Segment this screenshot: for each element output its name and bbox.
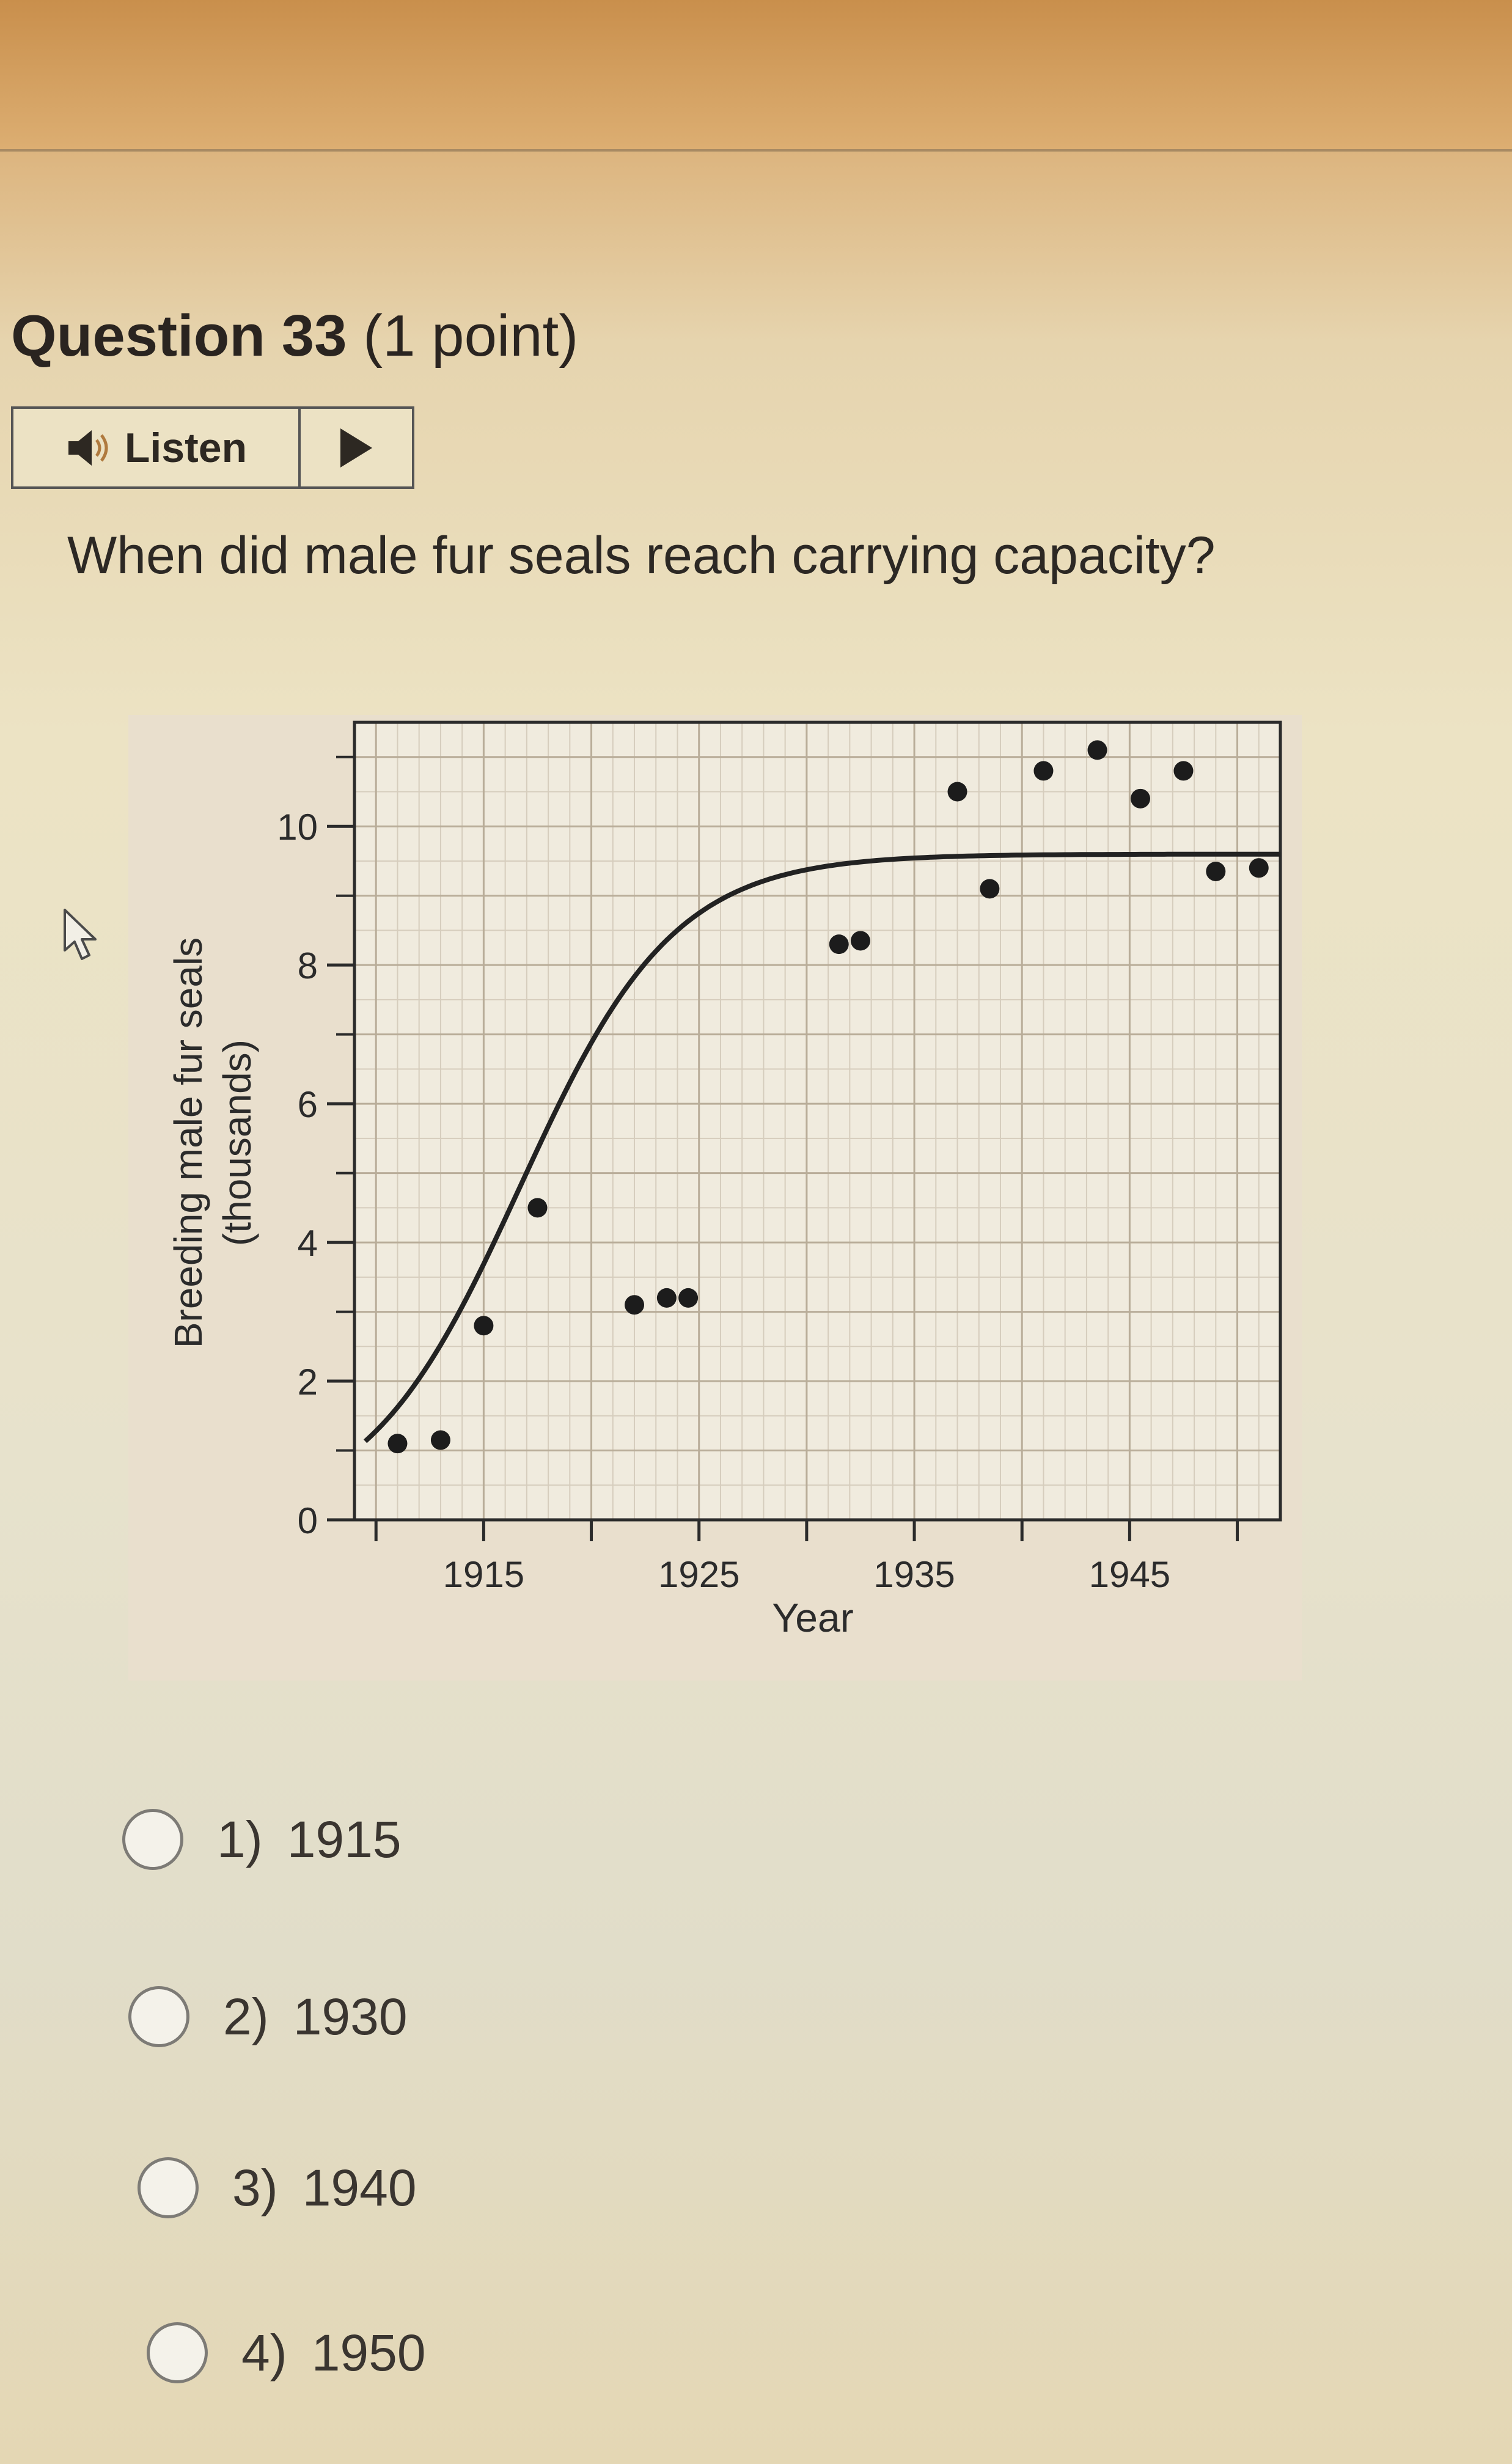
- logistic-curve: [363, 851, 1280, 1443]
- data-point: [829, 934, 849, 955]
- y-tick-label: 2: [298, 1362, 318, 1402]
- x-tick-label: 1935: [873, 1554, 955, 1595]
- speaker-icon: [68, 430, 108, 466]
- x-tick-label: 1925: [658, 1554, 739, 1595]
- choice-label-3: 1940: [302, 2158, 417, 2216]
- data-point: [656, 1288, 677, 1308]
- data-point: [625, 1295, 645, 1315]
- radio-button-4[interactable]: [147, 2322, 208, 2383]
- y-tick-label: 10: [277, 807, 318, 848]
- scatter-chart: 0 2 4 6 8 10 1915 1925 1935 1945 Breeding male f…: [128, 715, 1302, 1681]
- answer-choice-1[interactable]: 1) 1915: [122, 1809, 402, 1870]
- x-tick-label: 1915: [443, 1554, 524, 1595]
- plot-frame: [353, 721, 1282, 1522]
- data-point: [474, 1316, 494, 1336]
- data-point: [1130, 788, 1150, 809]
- y-axis: 0 2 4 6 8 10: [277, 755, 354, 1541]
- major-grid: [354, 722, 1280, 1520]
- data-points: [387, 740, 1269, 1454]
- y-axis-label-line1: Breeding male fur seals: [166, 937, 210, 1348]
- play-icon: [340, 428, 372, 468]
- choice-label-2: 1930: [293, 1987, 408, 2045]
- choice-number-4: 4): [241, 2323, 287, 2382]
- choice-label-4: 1950: [311, 2323, 426, 2382]
- x-axis-label: Year: [772, 1595, 853, 1640]
- x-axis: 1915 1925 1935 1945: [374, 1520, 1239, 1595]
- radio-button-3[interactable]: [138, 2157, 199, 2218]
- top-bar: [0, 0, 1512, 149]
- data-point: [947, 782, 967, 802]
- data-point: [980, 879, 1000, 899]
- answer-choice-2[interactable]: 2) 1930: [128, 1986, 408, 2047]
- question-points: (1 point): [363, 303, 579, 369]
- answer-choice-4[interactable]: 4) 1950: [147, 2322, 426, 2383]
- data-point: [430, 1430, 450, 1450]
- plot-area: [354, 722, 1280, 1520]
- radio-button-2[interactable]: [128, 1986, 189, 2047]
- data-point: [1087, 740, 1107, 760]
- data-point: [1173, 761, 1194, 781]
- question-text: When did male fur seals reach carrying c…: [67, 526, 1216, 585]
- mouse-pointer-icon: [64, 909, 97, 960]
- y-tick-label: 8: [298, 945, 318, 986]
- data-point: [1249, 858, 1269, 878]
- top-divider: [0, 149, 1512, 152]
- question-heading: Question 33 (1 point): [11, 302, 578, 370]
- data-point: [1033, 761, 1054, 781]
- y-tick-label: 0: [298, 1500, 318, 1541]
- y-tick-label: 6: [298, 1084, 318, 1125]
- listen-widget: Listen: [11, 406, 414, 489]
- question-title: Question 33: [11, 303, 347, 369]
- data-point: [850, 931, 870, 951]
- choice-number-1: 1): [217, 1810, 263, 1868]
- listen-label: Listen: [124, 424, 248, 471]
- data-point: [387, 1434, 408, 1454]
- choice-number-3: 3): [232, 2158, 278, 2216]
- radio-button-1[interactable]: [122, 1809, 183, 1870]
- y-tick-label: 4: [298, 1223, 318, 1264]
- data-point: [527, 1198, 548, 1218]
- data-point: [1206, 861, 1226, 881]
- answer-choice-3[interactable]: 3) 1940: [138, 2157, 417, 2218]
- listen-button[interactable]: Listen: [13, 409, 301, 486]
- y-axis-label-line2: (thousands): [215, 1040, 259, 1246]
- choice-number-2: 2): [223, 1987, 269, 2045]
- x-tick-label: 1945: [1089, 1554, 1170, 1595]
- play-button[interactable]: [301, 409, 412, 486]
- data-point: [678, 1288, 699, 1308]
- chart-panel: 0 2 4 6 8 10 1915 1925 1935 1945 Breeding male f…: [128, 715, 1302, 1681]
- choice-label-1: 1915: [287, 1810, 402, 1868]
